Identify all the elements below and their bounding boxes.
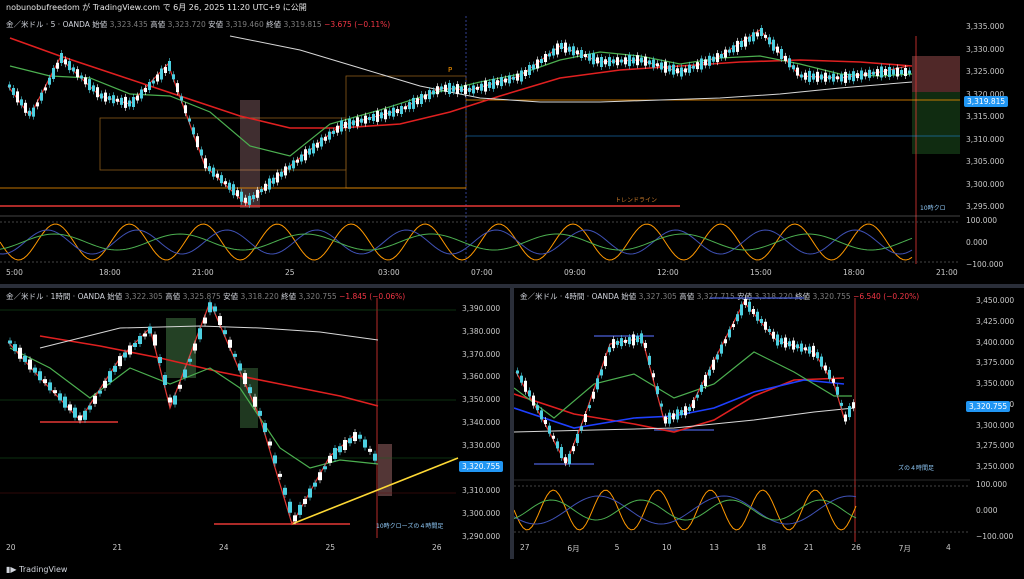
top-price-axis[interactable]: 3,335.000 3,330.000 3,325.000 3,320.000 3,31…	[962, 16, 1024, 264]
time-tick-label: 26	[851, 543, 861, 552]
four-hour-current-price-tag: 3,320.755	[966, 401, 1011, 412]
svg-text:トレンドライン: トレンドライン	[615, 197, 657, 204]
price-tick-label: 3,300.000	[966, 179, 1005, 189]
price-tick-label: 3,390.000	[462, 304, 501, 313]
price-tick-label: 3,290.000	[462, 532, 501, 541]
price-tick-label: 3,300.000	[462, 509, 501, 519]
price-tick-label: 3,250.000	[976, 462, 1015, 471]
four-hour-time-axis[interactable]: 27 6月 5 10 13 18 21 26 7月 4	[514, 543, 970, 557]
four-hour-chart-title: 金／米ドル · 4時間 · OANDA 始値 3,327.305 高値 3,32…	[520, 292, 920, 301]
footer-bar: ▮▶ TradingView	[0, 561, 1024, 579]
time-tick-label: 12:00	[657, 268, 679, 277]
price-tick-label: 3,310.000	[462, 486, 501, 496]
price-tick-label: 3,450.000	[976, 296, 1015, 305]
price-tick-label: 3,330.000	[462, 440, 501, 450]
time-tick-label: 21	[804, 543, 814, 552]
top-chart-canvas: P トレンドライン 10時クロ	[0, 16, 960, 264]
oscillator-line	[0, 233, 913, 251]
price-tick-label: 3,400.000	[976, 337, 1015, 347]
price-tick-label: 3,310.000	[966, 134, 1005, 144]
price-tick-label: 3,340.000	[462, 418, 501, 427]
time-tick-label: 20	[6, 543, 16, 552]
top-chart-pane[interactable]: 金／米ドル · 5 · OANDA 始値 3,323.435 高値 3,323.…	[0, 16, 1024, 284]
hourly-price-axis[interactable]: 3,390.000 3,380.000 3,370.000 3,360.000 3,35…	[458, 288, 510, 542]
publish-header: nobunobufreedom が TradingView.com で 6月 2…	[0, 0, 1024, 16]
tradingview-logo-icon: ▮▶	[6, 565, 17, 574]
time-tick-label: 27	[520, 543, 530, 552]
time-tick-label: 25	[285, 268, 295, 277]
osc-tick-label: 100.000	[976, 480, 1008, 489]
price-tick-label: 3,380.000	[462, 326, 501, 336]
time-tick-label: 7月	[898, 544, 911, 553]
time-tick-label: 03:00	[378, 268, 400, 277]
osc-tick-label: −100.000	[976, 532, 1014, 541]
time-tick-label: 13	[709, 543, 719, 552]
price-tick-label: 3,425.000	[976, 316, 1015, 326]
time-tick-label: 15:00	[750, 268, 772, 277]
osc-tick-label: −100.000	[966, 260, 1004, 269]
top-time-axis[interactable]: 5:00 18:00 21:00 25 03:00 07:00 09:00 12:00 15:0…	[0, 268, 960, 282]
svg-text:10時クローズの４時間足: 10時クローズの４時間足	[376, 522, 443, 530]
top-current-price-tag: 3,319.815	[964, 96, 1009, 107]
svg-text:P: P	[448, 66, 452, 74]
svg-text:ズの４時間足: ズの４時間足	[898, 464, 934, 472]
oscillator-line	[514, 499, 857, 521]
hourly-chart-title: 金／米ドル · 1時間 · OANDA 始値 3,322.305 高値 3,32…	[6, 292, 406, 301]
price-tick-label: 3,350.000	[976, 379, 1015, 388]
time-tick-label: 18	[756, 543, 767, 552]
four-hour-price-axis[interactable]: 3,450.000 3,425.000 3,400.000 3,375.000 3,35…	[972, 288, 1024, 542]
top-chart-title: 金／米ドル · 5 · OANDA 始値 3,323.435 高値 3,323.…	[6, 20, 391, 29]
time-tick-label: 5:00	[6, 268, 23, 277]
time-tick-label: 21:00	[192, 268, 214, 277]
time-tick-label: 18:00	[99, 268, 121, 277]
osc-tick-label: 0.000	[976, 506, 998, 515]
hourly-time-axis[interactable]: 20 21 24 25 26	[0, 543, 456, 557]
time-tick-label: 26	[432, 543, 442, 552]
price-tick-label: 3,370.000	[462, 349, 501, 359]
price-tick-label: 3,295.000	[966, 202, 1005, 211]
hourly-current-price-tag: 3,320.755	[459, 461, 504, 472]
hourly-chart-pane[interactable]: 金／米ドル · 1時間 · OANDA 始値 3,322.305 高値 3,32…	[0, 288, 510, 559]
time-tick-label: 18:00	[843, 268, 865, 277]
time-tick-label: 10	[662, 543, 672, 552]
four-hour-chart-pane[interactable]: 金／米ドル · 4時間 · OANDA 始値 3,327.305 高値 3,32…	[514, 288, 1024, 559]
price-tick-label: 3,350.000	[462, 395, 501, 405]
price-tick-label: 3,300.000	[976, 420, 1015, 430]
osc-tick-label: 0.000	[966, 238, 988, 247]
time-tick-label: 24	[219, 543, 229, 552]
four-hour-chart-canvas: ズの４時間足	[514, 296, 970, 542]
price-tick-label: 3,360.000	[462, 372, 501, 382]
oscillator-line	[514, 495, 857, 525]
price-tick-label: 3,315.000	[966, 112, 1005, 121]
oscillator-line	[0, 229, 913, 255]
time-tick-label: 21	[112, 543, 123, 552]
price-tick-label: 3,335.000	[966, 22, 1005, 31]
price-tick-label: 3,325.000	[966, 67, 1005, 76]
time-tick-label: 4	[946, 543, 951, 552]
price-tick-label: 3,275.000	[976, 441, 1015, 451]
time-tick-label: 09:00	[564, 268, 586, 277]
time-tick-label: 6月	[567, 544, 580, 553]
osc-tick-label: 100.000	[966, 216, 998, 225]
oscillator-line	[0, 223, 913, 261]
price-tick-label: 3,330.000	[966, 44, 1005, 54]
price-tick-label: 3,305.000	[966, 157, 1005, 166]
time-tick-label: 25	[325, 543, 336, 552]
time-tick-label: 21:00	[936, 268, 958, 277]
price-tick-label: 3,375.000	[976, 358, 1015, 368]
svg-text:10時クロ: 10時クロ	[920, 204, 946, 212]
time-tick-label: 5	[614, 543, 620, 552]
hourly-chart-canvas: 10時クローズの４時間足	[0, 298, 459, 538]
footer-brand: TradingView	[19, 565, 68, 574]
time-tick-label: 07:00	[471, 268, 493, 277]
price-tick-label: 3,320.000	[966, 89, 1005, 99]
oscillator-line	[514, 489, 857, 531]
